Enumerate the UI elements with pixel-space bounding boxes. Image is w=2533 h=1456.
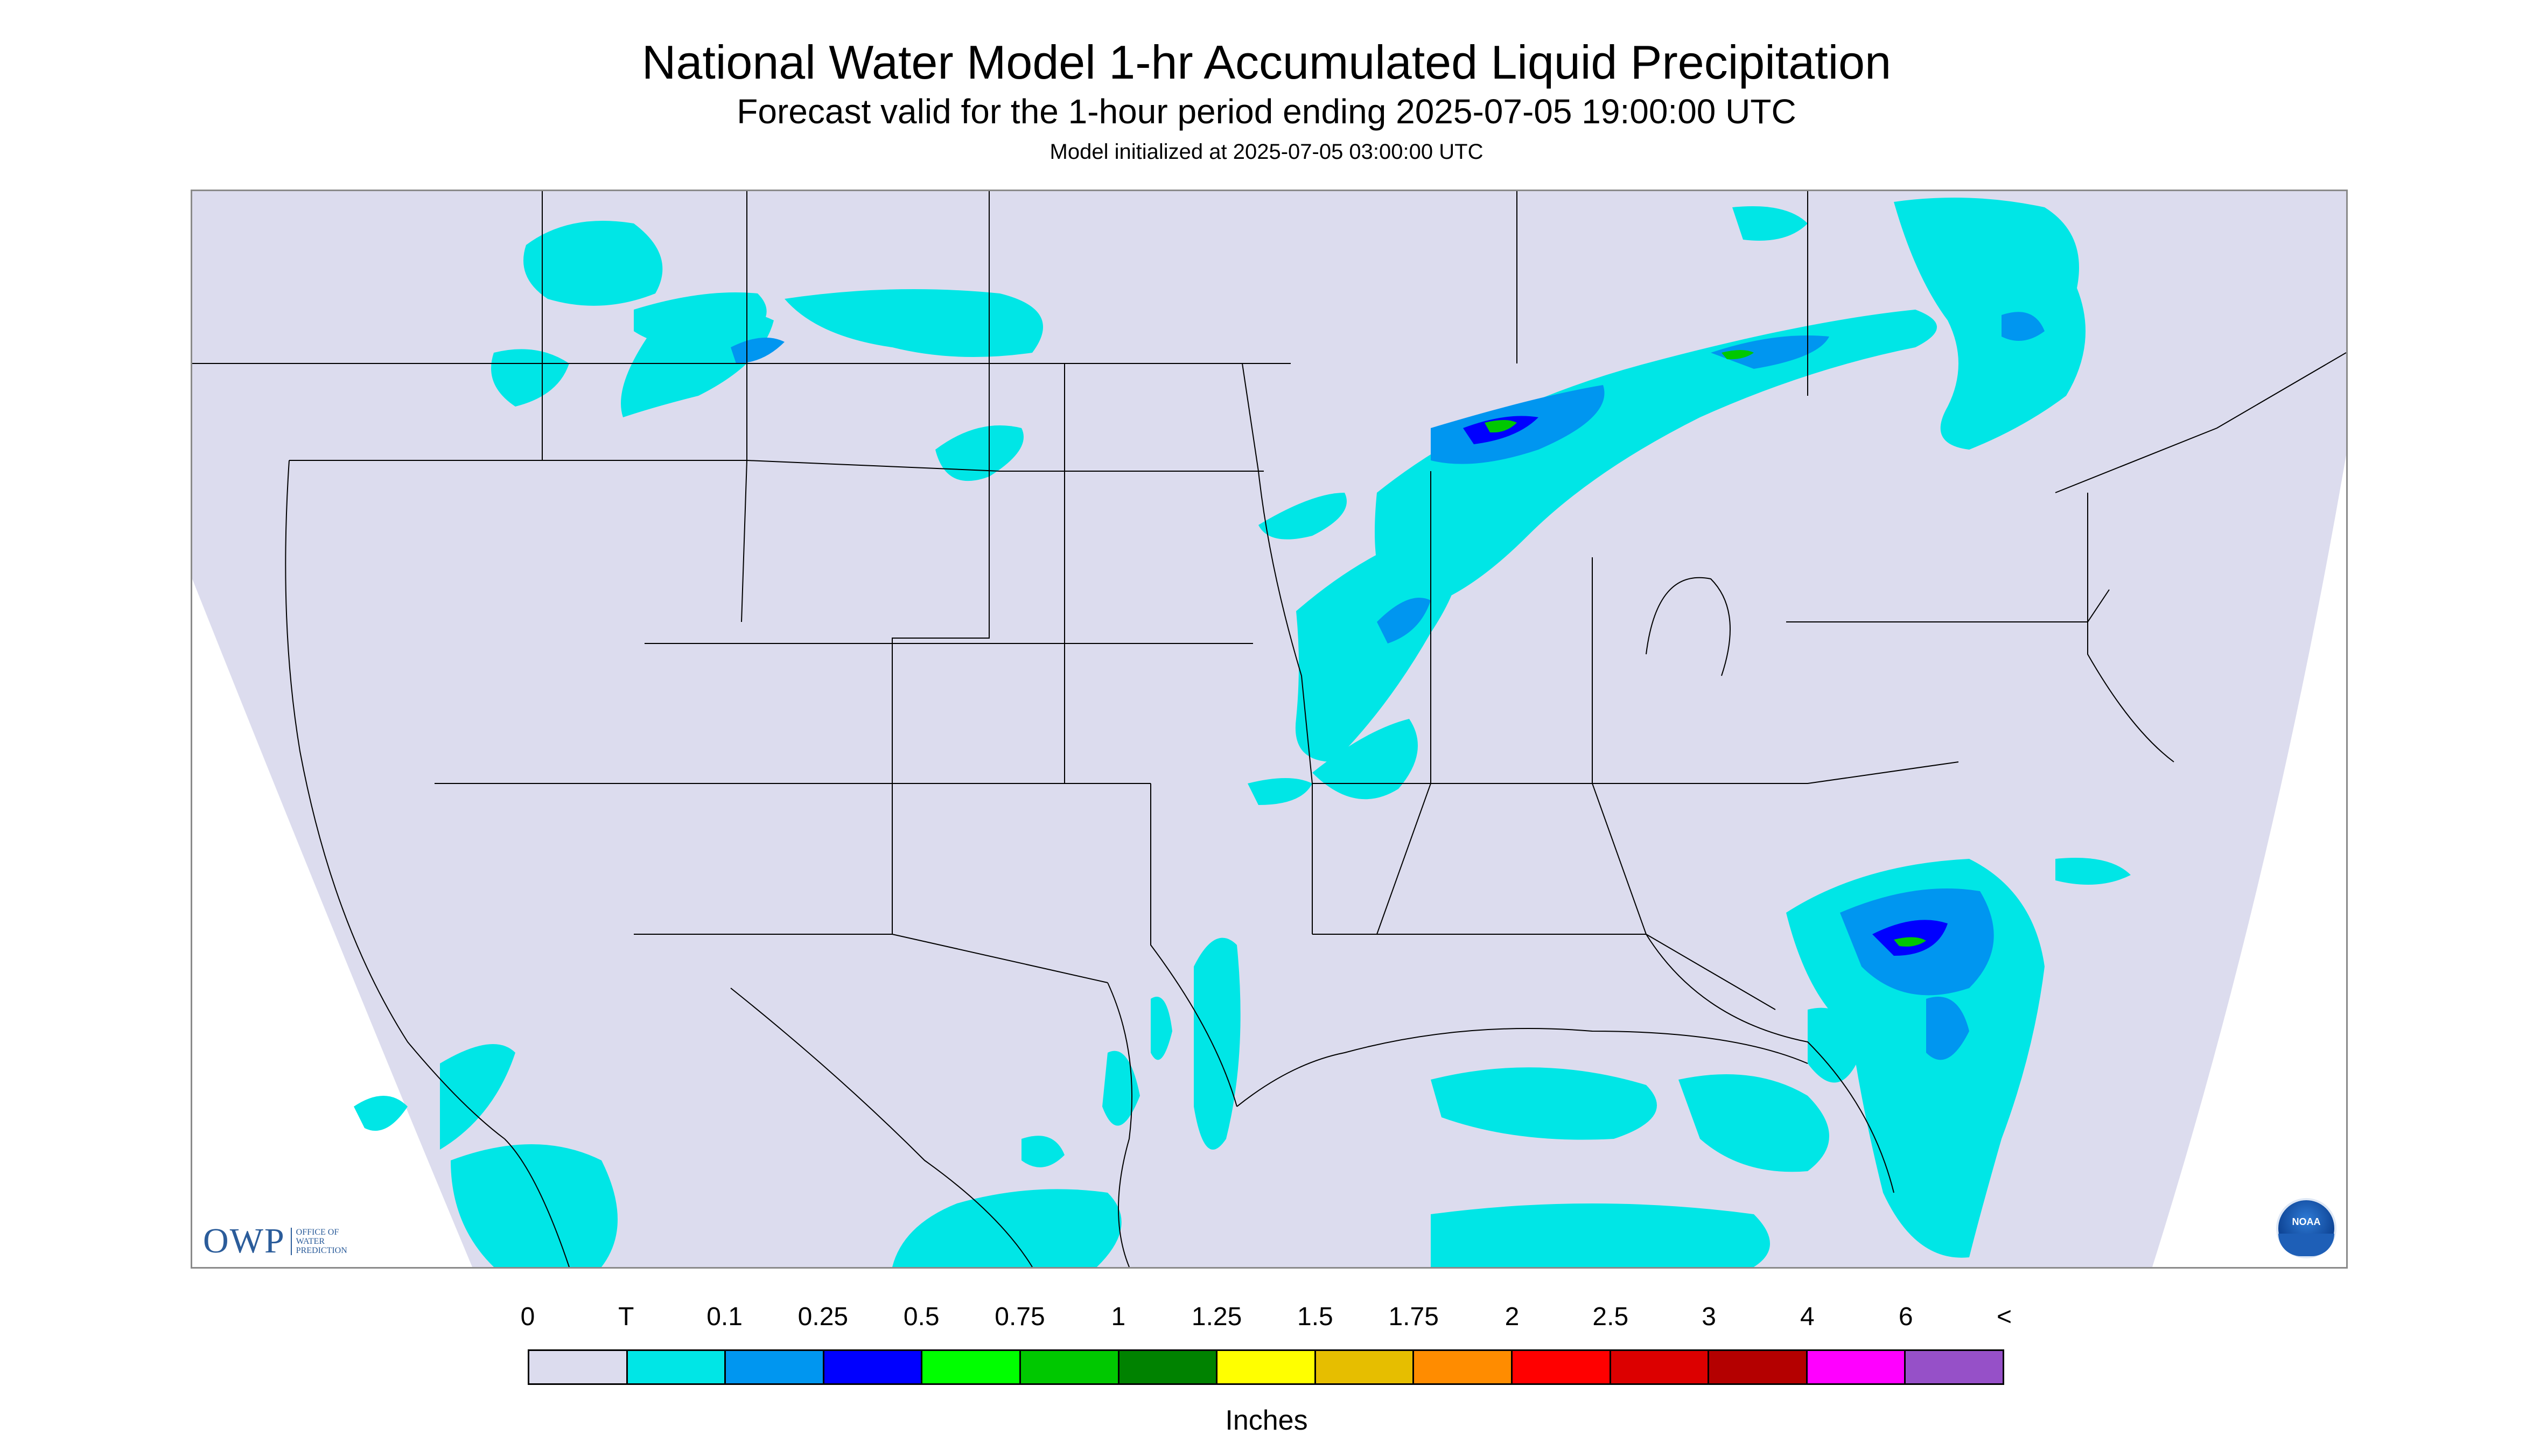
- legend-label: 1.75: [1388, 1303, 1439, 1331]
- legend-label: 6: [1898, 1303, 1913, 1331]
- map-title: National Water Model 1-hr Accumulated Li…: [641, 36, 1892, 89]
- map-canvas: [192, 191, 2346, 1267]
- legend-color-box: [1414, 1351, 1513, 1383]
- legend-color-box: [824, 1351, 923, 1383]
- legend-color-box: [627, 1351, 726, 1383]
- state-boundaries: [192, 191, 2346, 1267]
- owp-logo: OWP OFFICE OF WATER PREDICTION: [203, 1221, 347, 1262]
- precip-intense-areas: [1485, 350, 1926, 947]
- legend-color-bar: [528, 1349, 2004, 1385]
- precipitation-map: OWP OFFICE OF WATER PREDICTION NOAA: [191, 190, 2348, 1269]
- legend-label: 0: [520, 1303, 535, 1331]
- legend-label: 0.1: [706, 1303, 743, 1331]
- legend-color-box: [1512, 1351, 1611, 1383]
- precip-trace-areas: [354, 198, 2131, 1267]
- legend-label: <: [1996, 1303, 2012, 1331]
- legend-color-box: [726, 1351, 824, 1383]
- legend-label: 1: [1111, 1303, 1126, 1331]
- legend-color-box: [1611, 1351, 1710, 1383]
- legend-color-box: [1906, 1351, 2003, 1383]
- legend-label: 0.25: [797, 1303, 849, 1331]
- map-subtitle: Forecast valid for the 1-hour period end…: [737, 92, 1796, 131]
- owp-logo-mark: OWP: [203, 1221, 285, 1261]
- legend-label: 1.25: [1191, 1303, 1242, 1331]
- legend-label: T: [618, 1303, 634, 1331]
- legend-color-box: [1119, 1351, 1218, 1383]
- legend-label: 0.75: [995, 1303, 1045, 1331]
- owp-logo-subtitle: OFFICE OF WATER PREDICTION: [290, 1227, 347, 1255]
- legend-color-box: [1217, 1351, 1316, 1383]
- legend-color-box: [1807, 1351, 1906, 1383]
- noaa-logo-text: NOAA: [2292, 1216, 2321, 1227]
- legend-labels: 0 T 0.1 0.25 0.5 0.75 1 1.25 1.5 1.75 2 2.5 3 4 6 <: [521, 1302, 2012, 1340]
- legend-label: 4: [1800, 1303, 1815, 1331]
- noaa-logo: NOAA: [2276, 1198, 2336, 1258]
- legend-color-box: [1709, 1351, 1808, 1383]
- legend-label: 2.5: [1592, 1303, 1629, 1331]
- legend-color-box: [922, 1351, 1021, 1383]
- legend-label: 0.5: [903, 1303, 940, 1331]
- legend-units: Inches: [1225, 1405, 1308, 1436]
- legend-color-box: [529, 1351, 628, 1383]
- legend-label: 1.5: [1297, 1303, 1333, 1331]
- legend-color-box: [1020, 1351, 1119, 1383]
- model-init-time: Model initialized at 2025-07-05 03:00:00…: [1049, 140, 1484, 164]
- legend-color-box: [1316, 1351, 1415, 1383]
- legend-label: 3: [1702, 1303, 1716, 1331]
- legend-label: 2: [1505, 1303, 1520, 1331]
